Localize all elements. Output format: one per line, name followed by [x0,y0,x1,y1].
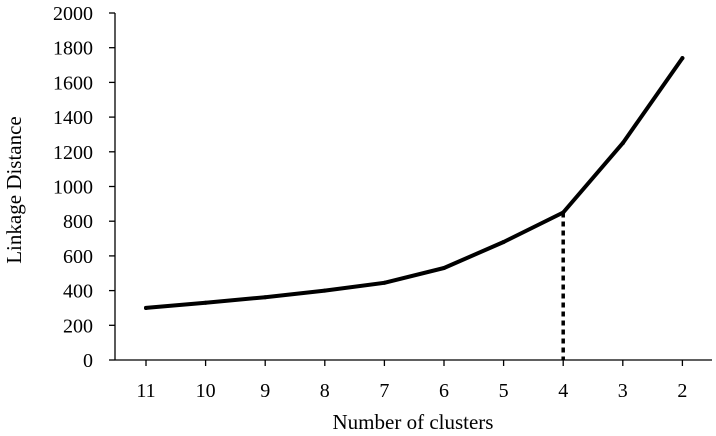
x-tick-label: 10 [196,380,216,402]
x-tick-label: 3 [618,380,628,402]
y-tick-label: 1200 [53,142,93,164]
x-tick-label: 11 [136,380,155,402]
x-axis-ticks: 11 10 9 8 7 6 5 4 3 2 [136,360,687,402]
y-tick-label: 1400 [53,107,93,129]
data-point [501,240,506,245]
x-tick-label: 5 [499,380,509,402]
x-tick-label: 9 [260,380,270,402]
data-point [561,210,566,215]
data-point [680,56,685,61]
x-tick-label: 8 [320,380,330,402]
y-tick-label: 0 [83,350,93,372]
y-tick-label: 2000 [53,3,93,25]
y-axis-ticks: 0 200 400 600 800 1000 1200 1400 1600 1800 2000 [53,3,115,372]
x-tick-label: 7 [379,380,389,402]
data-point [144,305,148,310]
y-tick-label: 1800 [53,38,93,60]
data-point [322,288,327,293]
data-point [382,280,387,285]
x-axis-title: Number of clusters [333,410,494,434]
data-point [442,266,446,271]
series-line [144,56,685,310]
y-tick-label: 400 [63,281,93,303]
data-point [263,295,268,300]
x-tick-label: 4 [558,380,568,402]
y-axis-title: Linkage Distance [2,116,26,264]
y-tick-label: 1600 [53,72,93,94]
x-tick-label: 6 [439,380,449,402]
data-point [203,300,208,305]
x-tick-label: 2 [677,380,687,402]
y-tick-label: 200 [63,315,93,337]
y-tick-label: 600 [63,246,93,268]
y-tick-label: 800 [63,211,93,233]
y-tick-label: 1000 [53,177,93,199]
data-point [620,141,625,146]
